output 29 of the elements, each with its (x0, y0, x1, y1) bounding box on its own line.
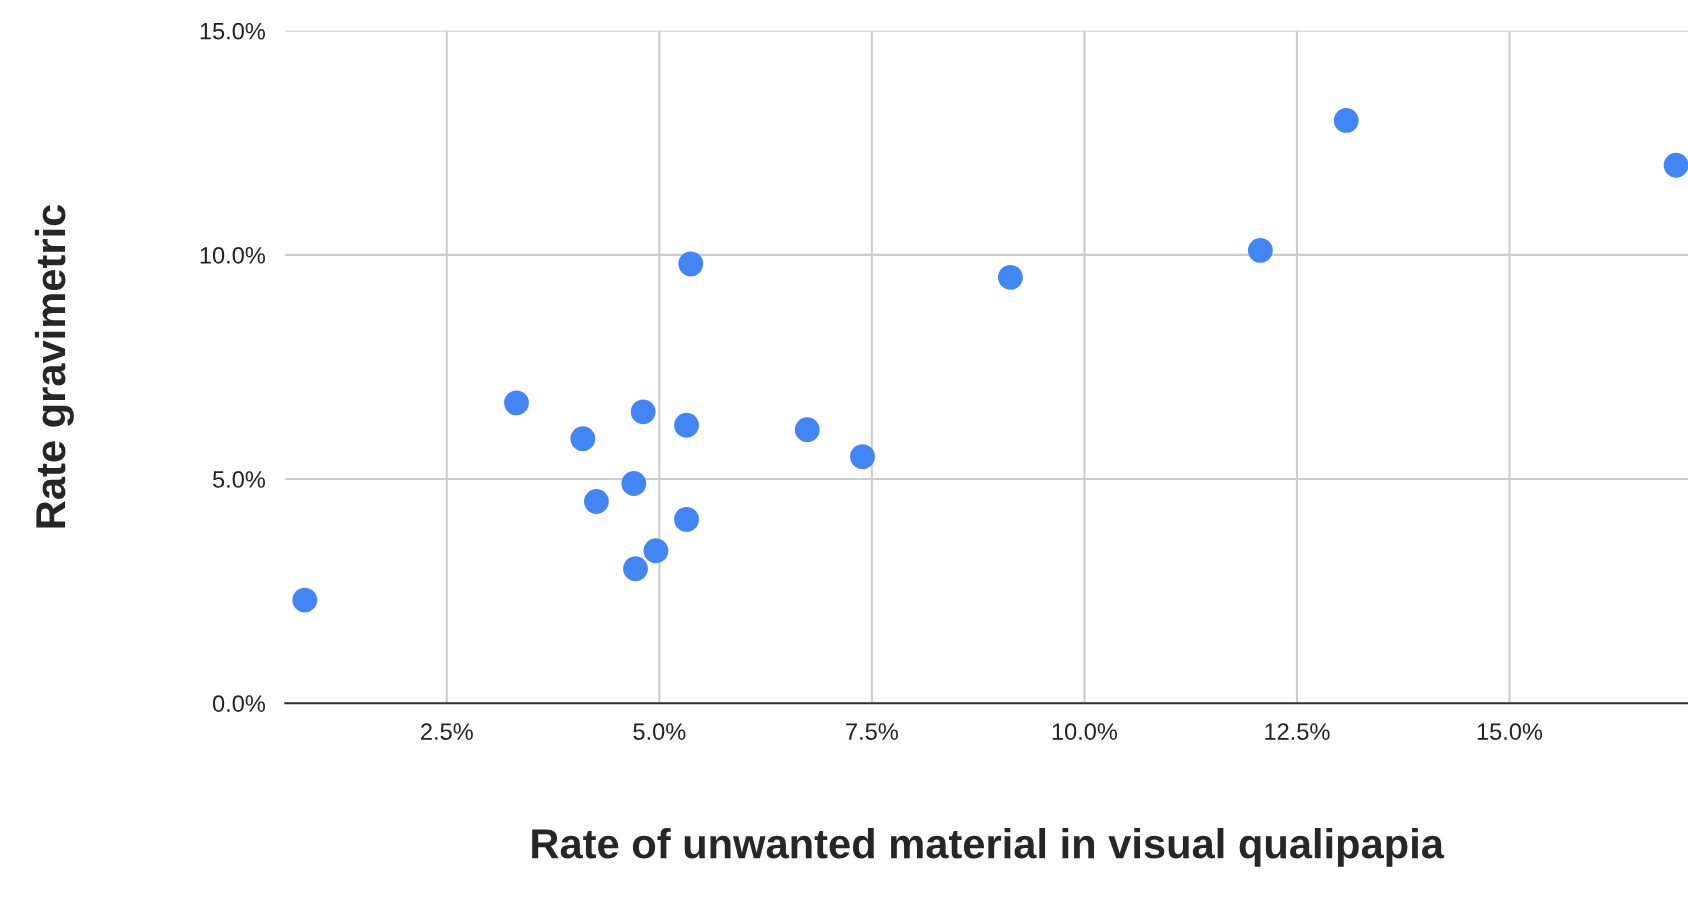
point (998, 264, 1023, 290)
y-tick-label: 0.0% (212, 695, 265, 712)
y-tick-label: 10.0% (200, 246, 265, 264)
point (1663, 152, 1688, 178)
point (570, 426, 596, 452)
x-tick-label: 2.5% (421, 723, 473, 740)
x-tick-label: 15.0% (1477, 723, 1543, 740)
point (630, 399, 656, 425)
point (674, 412, 699, 438)
point (643, 538, 669, 564)
point (621, 471, 647, 496)
x-tick-label: 10.0% (1052, 723, 1118, 740)
point (794, 417, 820, 443)
y-tick-label: 15.0% (200, 22, 265, 40)
point (674, 506, 699, 532)
point (504, 390, 529, 416)
point (292, 587, 318, 613)
point (584, 489, 609, 514)
x-tick-label: 5.0% (633, 723, 686, 740)
y-tick-label: 5.0% (212, 471, 265, 488)
y-axis-title: Rate gravimetric (34, 204, 74, 528)
point (678, 251, 704, 277)
x-tick-label: 7.5% (846, 723, 898, 740)
point (850, 444, 875, 470)
point (1247, 238, 1273, 263)
x-axis-title: Rate of unwanted material in visual qualipapia (532, 827, 1445, 867)
point (623, 556, 648, 582)
point (1333, 108, 1359, 133)
x-tick-label: 12.5% (1265, 723, 1330, 740)
